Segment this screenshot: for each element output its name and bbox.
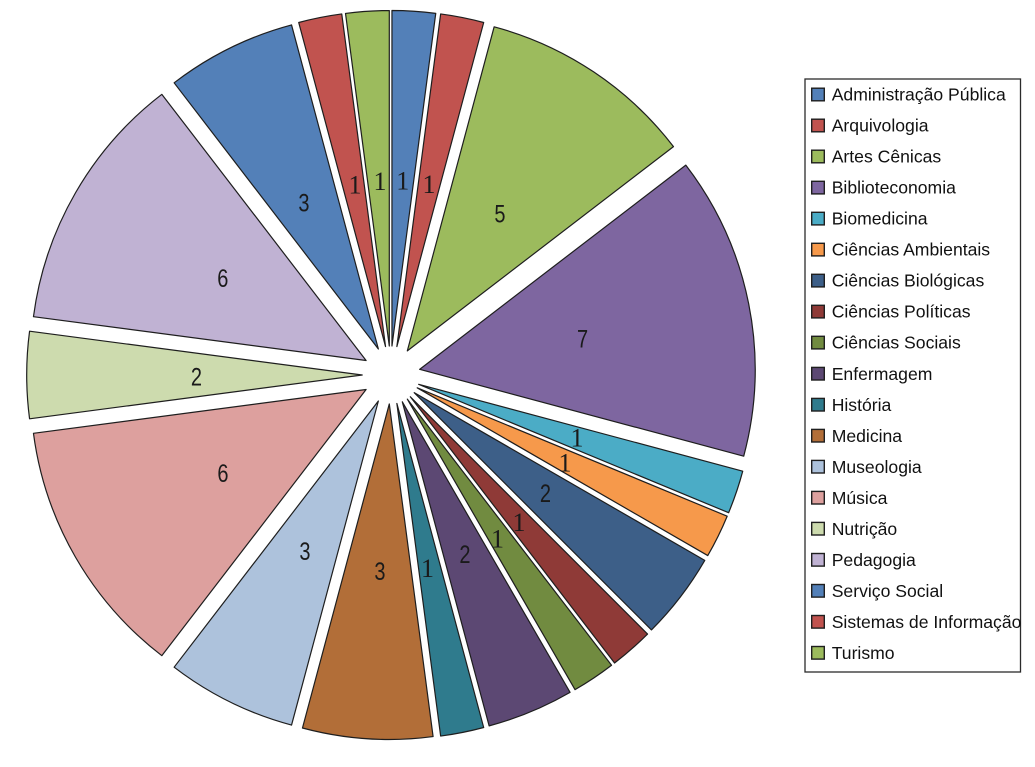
svg-text:Medicina: Medicina	[832, 426, 903, 446]
svg-text:1: 1	[396, 167, 409, 196]
svg-text:Artes Cênicas: Artes Cênicas	[832, 147, 942, 167]
svg-text:Ciências Sociais: Ciências Sociais	[832, 333, 961, 353]
svg-text:2: 2	[459, 541, 470, 569]
svg-text:Sistemas de Informação: Sistemas de Informação	[832, 612, 1022, 632]
svg-text:Biomedicina: Biomedicina	[832, 209, 928, 229]
svg-text:1: 1	[349, 171, 362, 200]
svg-text:2: 2	[191, 363, 202, 391]
svg-text:1: 1	[491, 525, 504, 554]
svg-text:Biblioteconomia: Biblioteconomia	[832, 178, 956, 198]
svg-text:1: 1	[374, 167, 387, 196]
svg-text:Administração Pública: Administração Pública	[832, 85, 1006, 105]
svg-text:História: História	[832, 395, 892, 415]
svg-text:Enfermagem: Enfermagem	[832, 364, 933, 384]
svg-text:Serviço Social: Serviço Social	[832, 581, 943, 601]
svg-text:6: 6	[217, 460, 228, 488]
svg-text:Pedagogia: Pedagogia	[832, 550, 916, 570]
svg-text:5: 5	[494, 201, 505, 229]
svg-text:Arquivologia: Arquivologia	[832, 116, 929, 136]
svg-text:2: 2	[540, 480, 551, 508]
svg-text:7: 7	[577, 326, 588, 354]
svg-text:3: 3	[298, 190, 309, 218]
svg-text:Nutrição: Nutrição	[832, 519, 898, 539]
svg-text:Ciências Políticas: Ciências Políticas	[832, 302, 971, 322]
svg-text:Turismo: Turismo	[832, 643, 895, 663]
svg-text:6: 6	[217, 265, 228, 293]
svg-text:Museologia: Museologia	[832, 457, 922, 477]
svg-text:3: 3	[299, 538, 310, 566]
svg-text:1: 1	[423, 170, 436, 199]
svg-text:1: 1	[571, 424, 584, 453]
svg-text:Ciências Ambientais: Ciências Ambientais	[832, 240, 991, 260]
svg-text:1: 1	[421, 554, 434, 583]
svg-text:Ciências Biológicas: Ciências Biológicas	[832, 271, 985, 291]
svg-text:1: 1	[559, 449, 572, 478]
svg-text:3: 3	[374, 558, 385, 586]
svg-text:Música: Música	[832, 488, 888, 508]
svg-text:1: 1	[513, 508, 526, 537]
